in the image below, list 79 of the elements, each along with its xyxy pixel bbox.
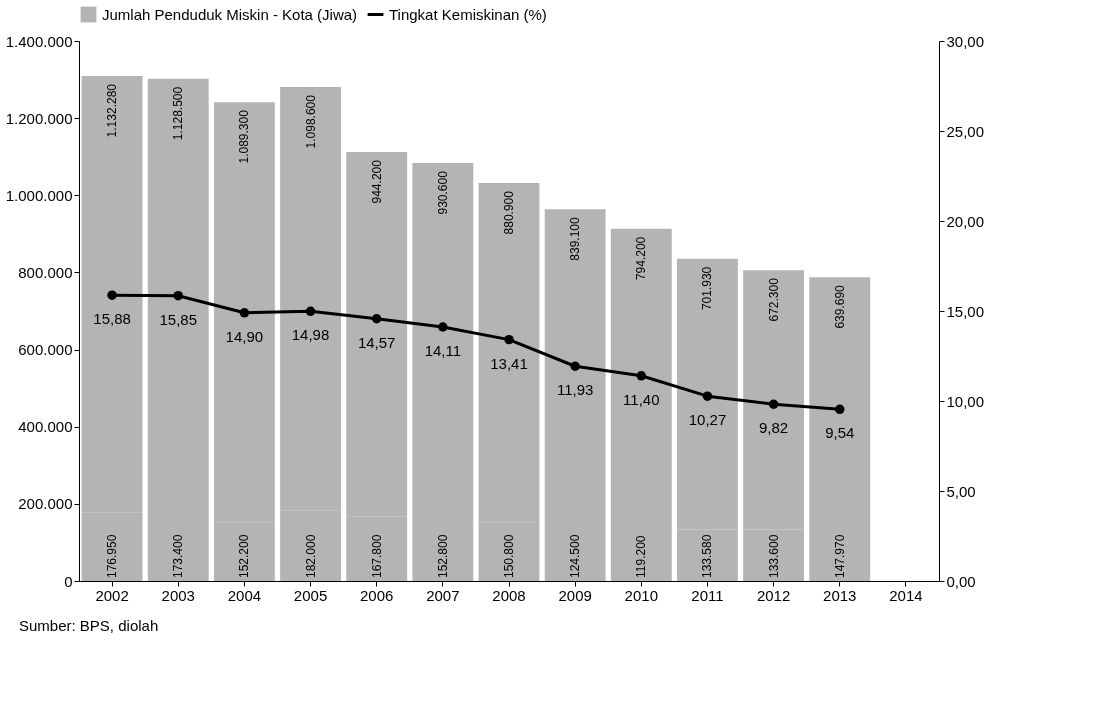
data-label: 15,85 xyxy=(159,310,197,328)
x-tick-label: 2009 xyxy=(558,586,592,604)
y2-tick-label: 30,00 xyxy=(946,32,985,50)
data-label: 182.000 xyxy=(303,534,318,578)
data-label: 11,93 xyxy=(556,381,594,399)
y-tick-label: 0 xyxy=(64,572,73,590)
data-label: 794.200 xyxy=(634,236,649,281)
data-label: 672.300 xyxy=(766,277,781,322)
data-label: 1.128.500 xyxy=(171,86,186,141)
data-label: 944.200 xyxy=(369,159,384,204)
y2-tick-label: 10,00 xyxy=(946,392,985,410)
x-tick-label: 2006 xyxy=(360,586,394,604)
data-label: 9,82 xyxy=(759,419,789,437)
y2-tick-label: 25,00 xyxy=(946,122,985,140)
x-tick-label: 2008 xyxy=(492,586,526,604)
y-tick-label: 200.000 xyxy=(18,495,73,513)
data-label: 13,41 xyxy=(490,354,528,372)
y2-tick-label: 20,00 xyxy=(946,212,985,230)
legend-label: Tingkat Kemiskinan (%) xyxy=(389,5,547,23)
data-label: 173.400 xyxy=(171,534,186,578)
point xyxy=(702,391,713,401)
point xyxy=(371,314,382,324)
x-tick-label: 2003 xyxy=(161,586,195,604)
data-label: 167.800 xyxy=(369,534,384,578)
data-label: 147.970 xyxy=(832,534,847,578)
data-label: 124.500 xyxy=(568,534,583,578)
y-tick-label: 1.400.000 xyxy=(5,32,73,50)
x-tick-label: 2014 xyxy=(889,586,923,604)
point xyxy=(173,290,183,301)
point xyxy=(438,322,448,332)
data-label: 176.950 xyxy=(105,534,120,578)
y-tick-label: 1.000.000 xyxy=(5,186,73,204)
x-tick-label: 2004 xyxy=(227,586,262,604)
data-label: 1.132.280 xyxy=(105,83,120,138)
data-label: 701.930 xyxy=(700,266,715,311)
data-label: 1.098.600 xyxy=(303,94,318,149)
point xyxy=(239,308,250,318)
data-label: 839.100 xyxy=(568,217,583,261)
point xyxy=(768,399,779,409)
x-tick-label: 2012 xyxy=(756,586,791,604)
data-label: 10,27 xyxy=(688,411,727,429)
legend-label: Jumlah Penduduk Miskin - Kota (Jiwa) xyxy=(102,5,358,23)
y-tick-label: 600.000 xyxy=(18,341,73,359)
point xyxy=(107,290,117,300)
data-label: 1.089.300 xyxy=(237,109,252,164)
data-label: 9,54 xyxy=(825,424,855,442)
x-tick-label: 2013 xyxy=(823,586,857,604)
point xyxy=(570,361,580,371)
point xyxy=(835,404,845,415)
data-label: 152.200 xyxy=(237,534,252,578)
data-label: 880.900 xyxy=(502,190,516,235)
data-label: 152.800 xyxy=(435,534,450,578)
y2-tick-label: 15,00 xyxy=(946,302,985,320)
point xyxy=(504,334,514,345)
x-tick-label: 2005 xyxy=(293,586,328,604)
data-label: 14,98 xyxy=(291,326,330,344)
data-label: 119.200 xyxy=(634,535,649,578)
y-tick-label: 1.200.000 xyxy=(5,109,73,127)
data-label: 11,40 xyxy=(623,390,660,408)
y-tick-label: 400.000 xyxy=(18,418,73,436)
data-label: 14,90 xyxy=(225,327,264,345)
x-tick-label: 2011 xyxy=(691,586,724,604)
text: Sumber: BPS, diolah xyxy=(19,617,159,634)
x-tick-label: 2002 xyxy=(95,586,129,604)
y-tick-label: 800.000 xyxy=(18,263,73,281)
data-label: 150.800 xyxy=(502,534,516,578)
y2-tick-label: 5,00 xyxy=(946,482,976,500)
x-tick-label: 2010 xyxy=(624,586,658,604)
data-label: 14,11 xyxy=(424,342,462,360)
data-label: 14,57 xyxy=(357,333,396,351)
point xyxy=(636,371,647,381)
x-tick-label: 2007 xyxy=(426,586,460,604)
data-label: 133.580 xyxy=(700,534,715,578)
data-label: 639.690 xyxy=(832,284,847,329)
data-label: 133.600 xyxy=(766,534,781,578)
data-label: 930.600 xyxy=(435,170,450,215)
point xyxy=(305,306,316,317)
y2-tick-label: 0,00 xyxy=(946,572,976,590)
data-label: 15,88 xyxy=(93,310,131,328)
